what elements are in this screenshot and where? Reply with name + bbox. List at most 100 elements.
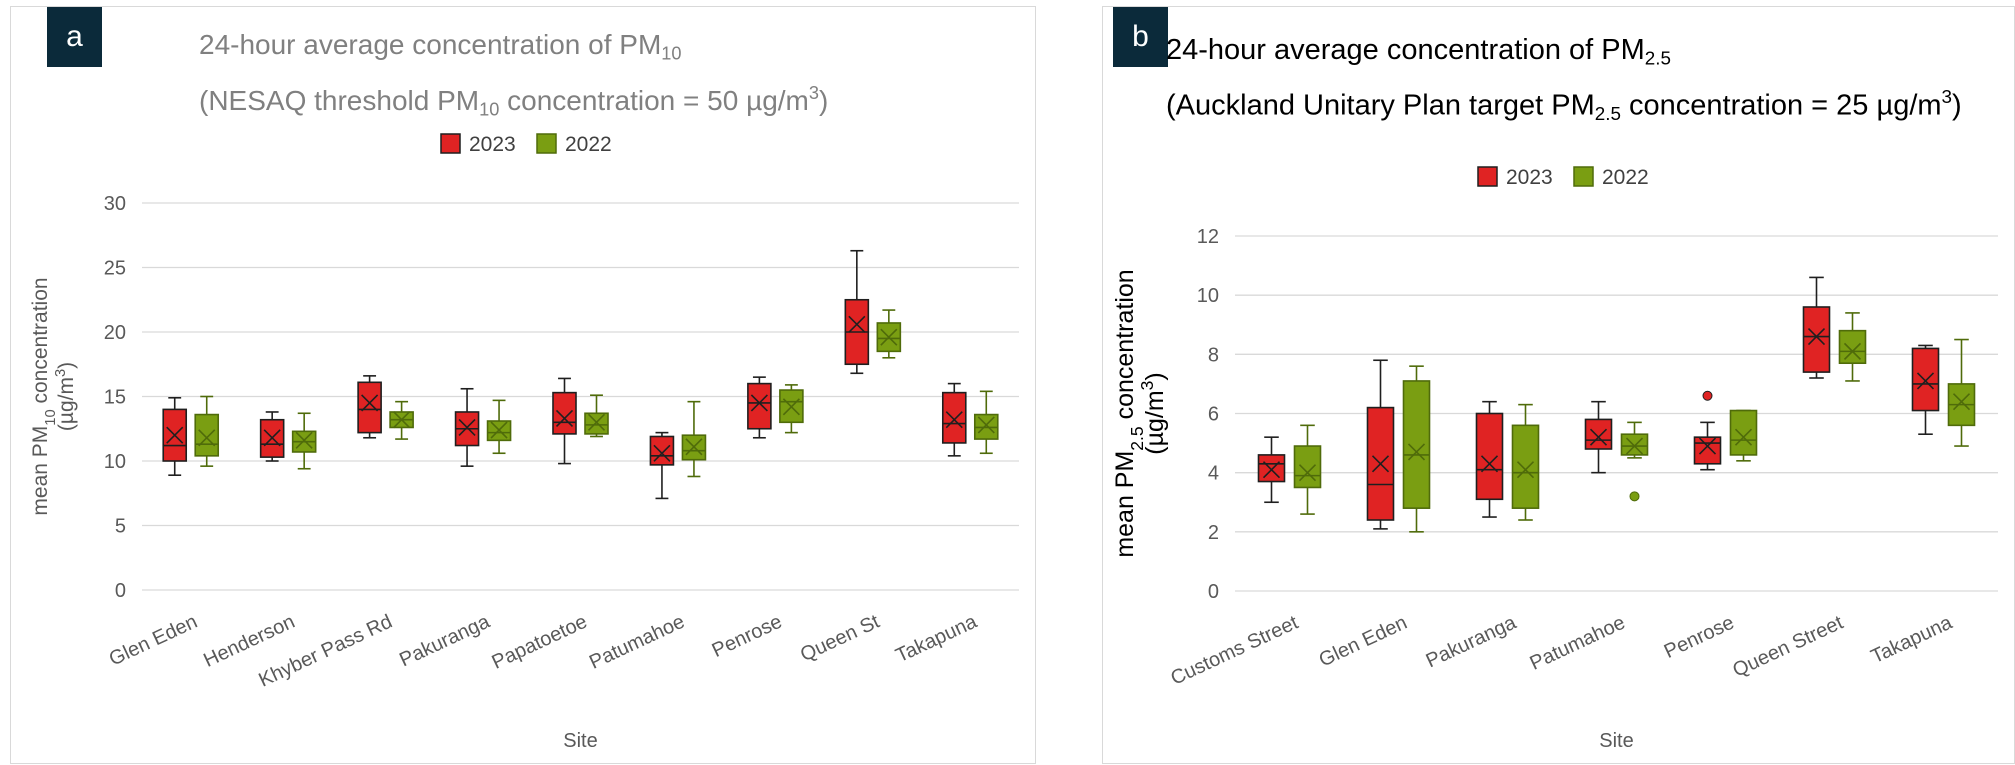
mean-marker [458,418,476,437]
chart-b-x-tick-label: Glen Eden [1316,612,1411,672]
chart-b-x-tick-label: Queen Street [1729,611,1847,681]
mean-marker [1807,328,1826,346]
chart-b-box-2022-5 [1838,312,1867,382]
chart-a-y-tick-label: 0 [115,580,126,602]
chart-b-box-2023-0 [1257,436,1286,504]
chart-a-y-tick-label: 30 [104,193,126,215]
box-iqr [1402,380,1431,509]
chart-a-box-2022-0 [194,395,220,467]
mean-marker [1407,443,1426,461]
chart-b-box-2022-4 [1729,409,1758,462]
chart-a-y-tick-label: 25 [104,258,126,280]
chart-b-y-tick-label: 12 [1197,226,1219,248]
chart-a-box-2022-4 [584,394,609,438]
chart-a-y-tick-label: 10 [104,451,126,473]
chart-a-y-tick-label: 20 [104,322,126,344]
chart-a-box-2022-7 [876,309,902,359]
chart-b-x-tick-label: Pakuranga [1423,611,1521,672]
box-iqr [1620,433,1649,456]
chart-b-x-tick-label: Patumahoe [1527,612,1629,675]
chart-a-box-2023-7 [844,249,870,375]
chart-a-box-2023-6 [747,376,772,439]
chart-a-box-2023-4 [552,377,577,465]
chart-a-x-tick-label: Patumahoe [586,611,688,674]
box-iqr [941,391,967,444]
chart-b-y-tick-label: 2 [1208,522,1219,544]
chart-a-x-tick-label: Penrose [709,611,786,662]
chart-panel-a: 0 5 10 15 20 25 30 Glen Eden Henderson Khyber Pas… [10,6,1036,764]
chart-a-legend-label-2023: 2023 [469,133,516,156]
chart-a-box-2022-1 [291,412,317,470]
mean-marker [1698,437,1717,455]
chart-a-y-axis-label: mean PM10 concentration (µg/m3) [29,277,78,515]
mean-marker [393,411,411,429]
chart-panel-b: 0 2 4 6 8 10 12 Customs Street Glen Eden Pakurang… [1102,6,2015,764]
chart-a-title: 24-hour average concentration of PM10 (N… [199,25,828,130]
chart-b-box-2023-4 [1693,390,1722,471]
chart-b-box-2023-1 [1366,359,1395,530]
chart-b-box-2022-6 [1947,338,1976,447]
chart-a-title-line1: 24-hour average concentration of PM10 [199,29,682,64]
chart-a-legend-label-2022: 2022 [565,133,612,156]
chart-b-legend-label-2023: 2023 [1506,166,1553,189]
chart-a-box-2023-5 [649,431,675,500]
chart-a-box-2022-5 [681,400,707,478]
chart-b-box-2022-2 [1511,403,1540,521]
chart-b-y-tick-label: 8 [1208,344,1219,366]
chart-b-title: 24-hour average concentration of PM2.5 (… [1166,34,1962,124]
box-iqr [1257,454,1286,483]
chart-a-x-tick-label: Pakuranga [396,610,494,671]
mean-marker [1480,455,1499,473]
chart-b-box-2022-3 [1620,421,1649,502]
mean-marker [945,411,963,429]
chart-b-x-tick-label: Customs Street [1167,611,1302,689]
box-iqr [1911,347,1940,412]
chart-b-svg: 0 2 4 6 8 10 12 Customs Street Glen Eden Pakurang… [1111,166,1998,752]
box-iqr [584,412,609,435]
mean-marker [782,398,800,416]
chart-a-legend-swatch-2022 [536,133,557,154]
mean-marker [1625,437,1644,455]
box-iqr [357,381,382,434]
box-iqr [747,382,772,430]
chart-a-box-2023-1 [259,411,285,462]
chart-b-y-tick-label: 6 [1208,404,1219,426]
mean-marker [848,315,866,333]
mean-marker [880,328,898,346]
panel-b-badge: b [1113,7,1168,67]
box-iqr [194,413,220,457]
box-iqr [1293,445,1322,489]
chart-b-legend-swatch-2023 [1477,166,1498,187]
box-iqr [649,435,675,466]
box-iqr [552,391,577,435]
chart-b-box-2022-1 [1402,365,1431,533]
panel-a-badge: a [47,7,102,67]
chart-b-x-axis-label: Site [1599,730,1633,752]
chart-a-title-line2: (NESAQ threshold PM10 concentration = 50… [199,83,829,120]
chart-a-box-2022-8 [973,390,999,455]
mean-marker [1371,455,1390,473]
box-iqr [1475,412,1504,501]
mean-marker [1916,372,1935,390]
chart-a-box-2023-3 [454,387,480,467]
chart-b-legend-swatch-2022 [1573,166,1594,187]
chart-a-x-tick-label: Takapuna [892,610,981,667]
chart-b-x-tick-label: Penrose [1661,612,1738,663]
chart-a-x-tick-label: Glen Eden [106,611,201,671]
chart-b-box-2023-2 [1475,400,1504,518]
mean-marker [977,416,995,434]
mean-marker [653,444,671,462]
mean-marker [587,413,606,431]
chart-a-y-tick-label: 15 [104,387,126,409]
chart-a-x-tick-label: Queen St [797,610,883,666]
chart-a-box-2022-2 [389,400,414,440]
chart-a-legend-swatch-2023 [440,133,461,154]
box-iqr [1838,329,1867,365]
mean-marker [1516,461,1535,479]
outlier-point [1702,390,1713,401]
chart-b-box-2023-3 [1584,400,1613,474]
box-iqr [1584,418,1613,450]
mean-marker [295,431,313,449]
mean-marker [1262,461,1281,479]
